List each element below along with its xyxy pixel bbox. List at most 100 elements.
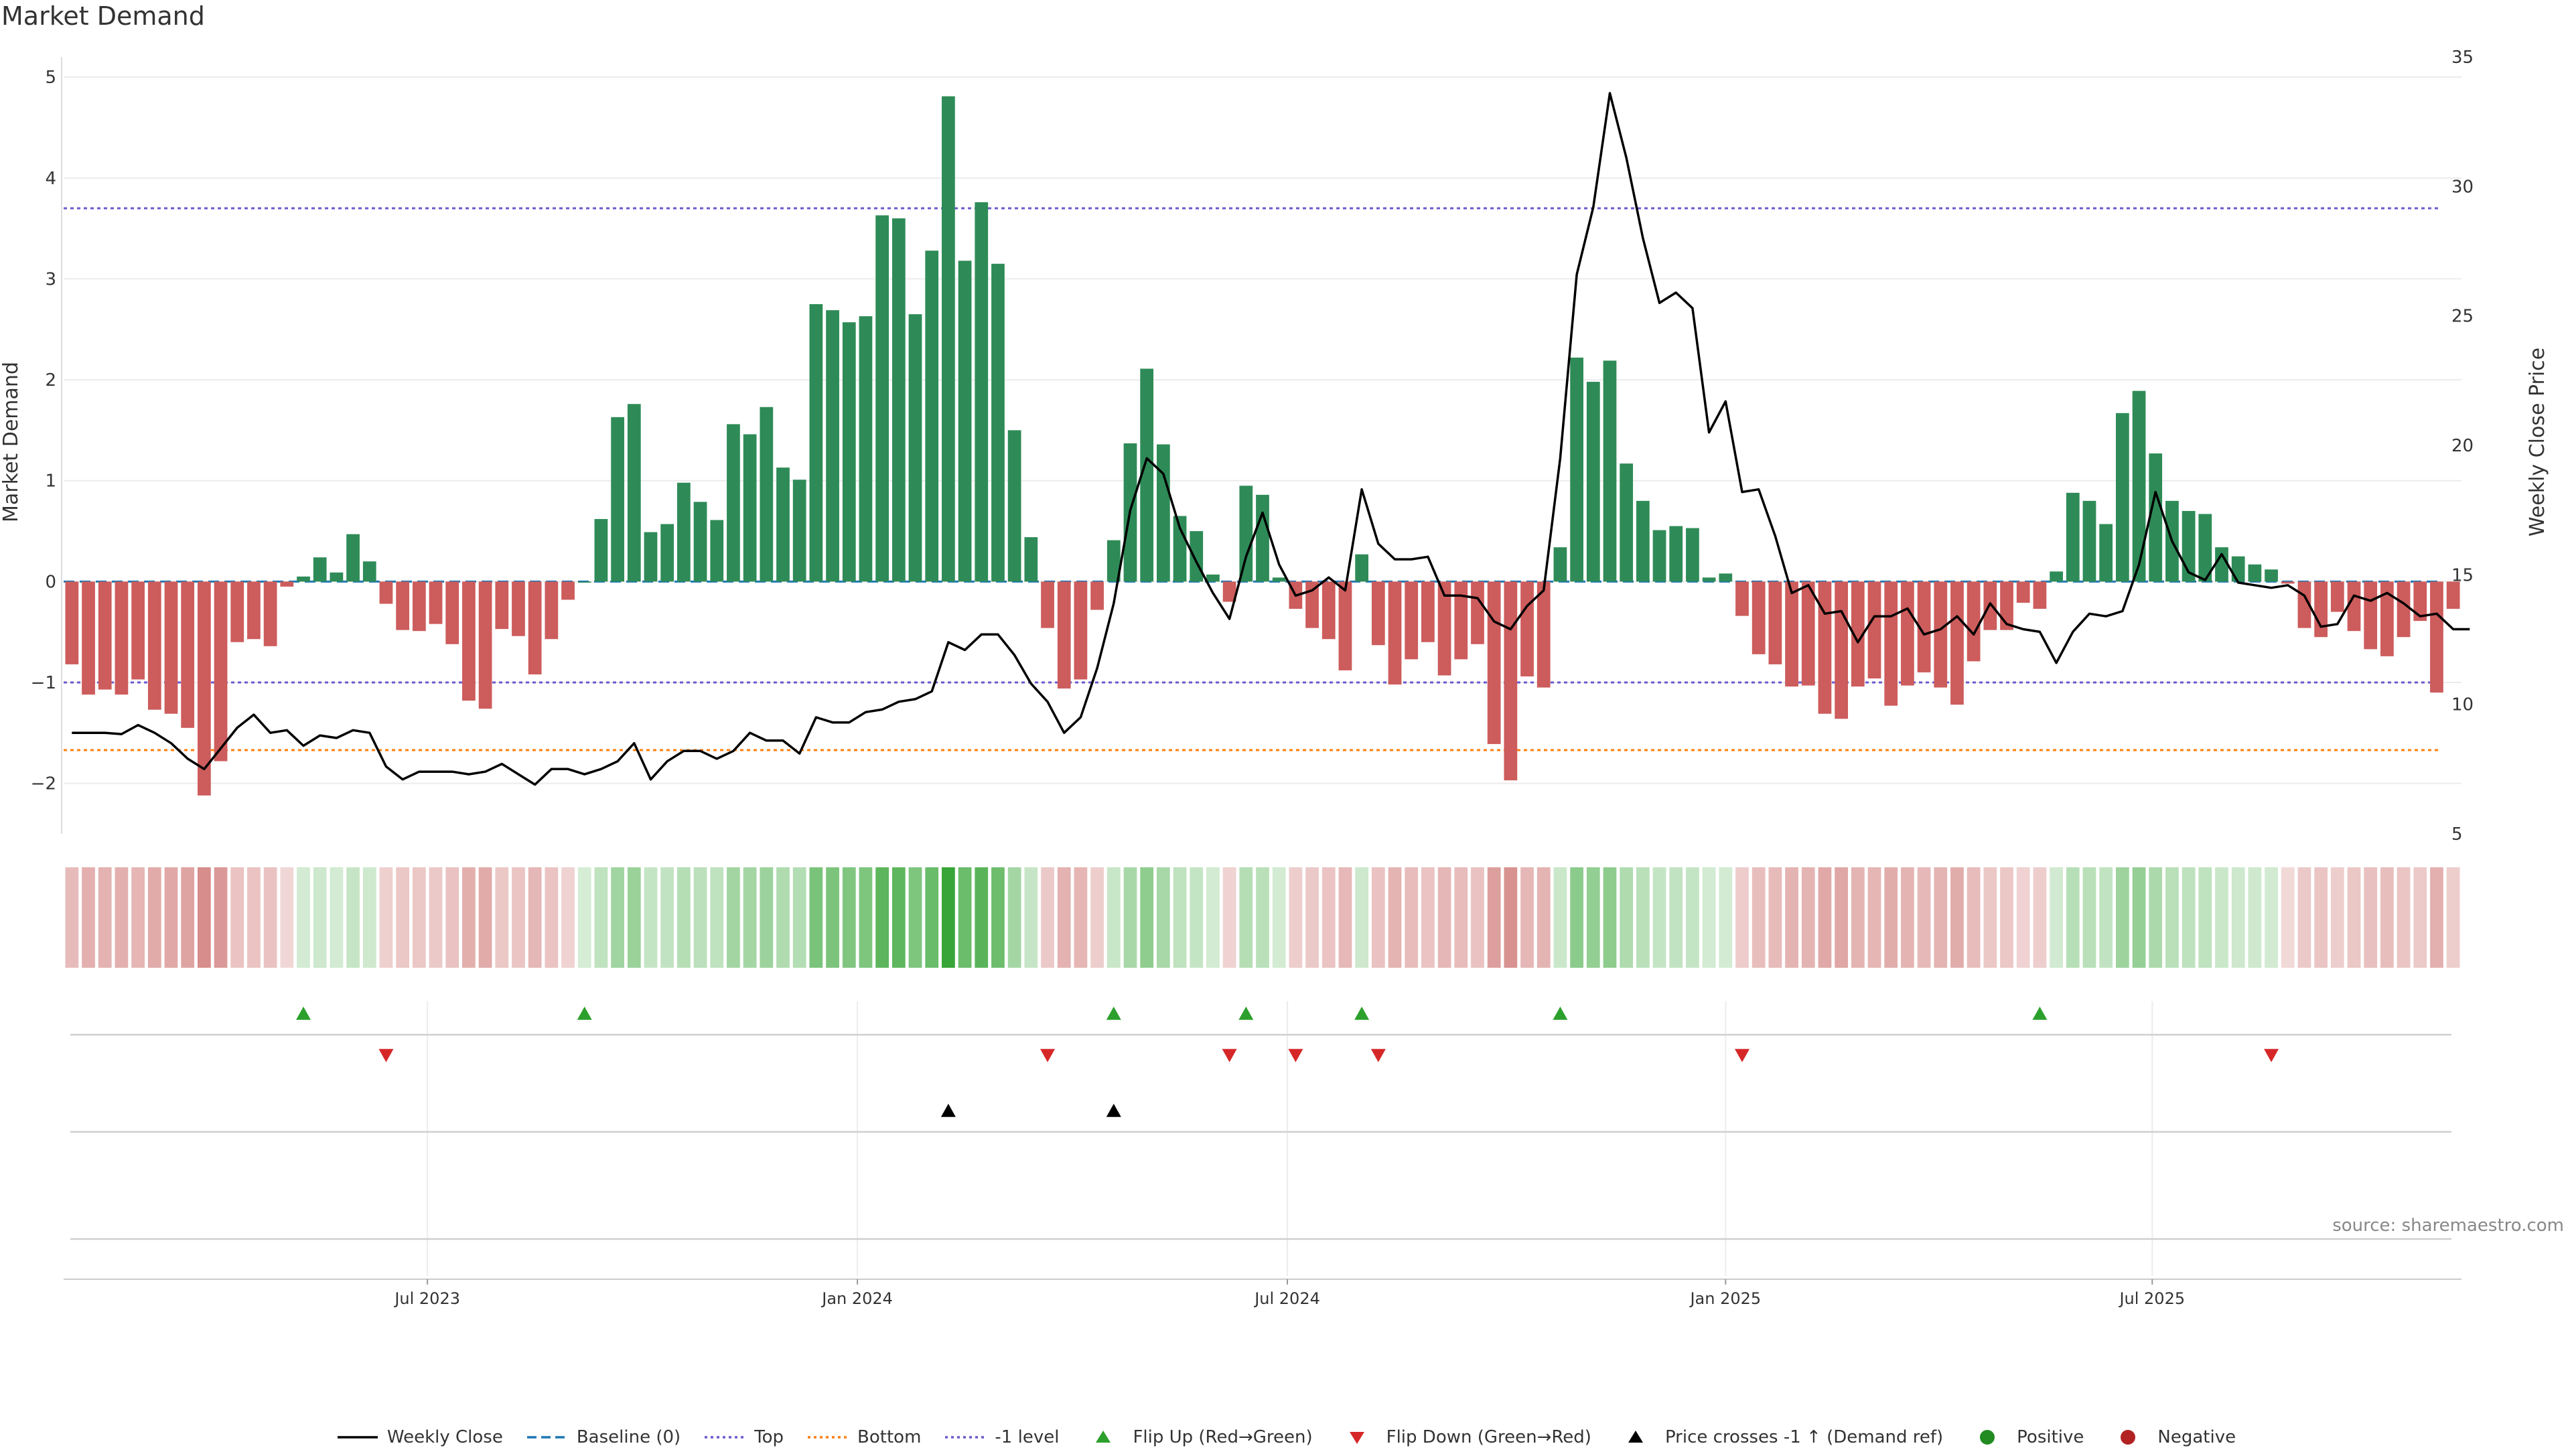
demand-bar: [1917, 581, 1931, 672]
demand-bar: [1934, 581, 1948, 688]
heat-strip-cell: [2082, 867, 2096, 968]
weekly-close-line: [72, 92, 2470, 786]
y-axis-label-left: Market Demand: [0, 362, 23, 522]
demand-bar: [164, 581, 178, 714]
flip-up-marker: [1238, 1007, 1254, 1020]
legend-label: Weekly Close: [386, 1427, 503, 1447]
demand-bar: [528, 581, 542, 674]
heat-strip-cell: [792, 867, 806, 968]
demand-bar: [2016, 581, 2030, 603]
heat-strip-cell: [1090, 867, 1104, 968]
demand-bar: [362, 561, 376, 582]
heat-strip-cell: [495, 867, 509, 968]
y-tick-label: 4: [45, 169, 56, 189]
demand-bar: [1190, 531, 1204, 582]
y-right-tick-label: 20: [2451, 436, 2474, 456]
heat-strip-cell: [859, 867, 873, 968]
demand-bar: [1818, 581, 1832, 714]
heat-strip-cell: [958, 867, 972, 968]
heat-strip-cell: [1305, 867, 1319, 968]
heat-strip-cell: [1652, 867, 1666, 968]
flip-down-marker: [2264, 1049, 2279, 1062]
demand-bar: [147, 581, 161, 710]
heat-strip-cell: [1454, 867, 1468, 968]
heat-strip-cell: [2165, 867, 2179, 968]
demand-bar: [676, 482, 691, 582]
heat-strip-cell: [2231, 867, 2245, 968]
heat-strip-cell: [1239, 867, 1253, 968]
demand-bar: [1620, 463, 1634, 582]
demand-bar: [462, 581, 476, 701]
legend-item: Top: [703, 1427, 784, 1447]
heat-strip-cell: [1024, 867, 1038, 968]
demand-bar: [1371, 581, 1385, 646]
flip-down-marker: [1370, 1049, 1386, 1062]
legend-item: Flip Down (Green→Red): [1336, 1427, 1591, 1447]
heat-strip-cell: [82, 867, 95, 968]
demand-bar: [131, 581, 145, 680]
heat-strip-cell: [1901, 867, 1914, 968]
x-tick-label: Jul 2024: [1253, 1289, 1320, 1308]
triangle-up-icon: [1096, 1431, 1111, 1443]
demand-bar: [908, 314, 922, 582]
heat-strip-cell: [346, 867, 360, 968]
demand-bar: [1057, 581, 1071, 689]
demand-bar: [975, 202, 989, 582]
demand-bar: [2099, 524, 2113, 582]
heat-strip-cell: [1768, 867, 1782, 968]
heat-strip-cell: [1537, 867, 1551, 968]
heat-strip-cell: [693, 867, 707, 968]
demand-bar: [710, 520, 724, 582]
panel-grid: [64, 76, 2461, 1276]
demand-bar: [1206, 574, 1220, 582]
demand-bars: [65, 96, 2460, 796]
demand-bar: [1967, 581, 1981, 662]
heat-strip-cell: [875, 867, 889, 968]
heat-strip-cell: [1967, 867, 1981, 968]
legend-label: Flip Up (Red→Green): [1133, 1427, 1313, 1447]
legend-label: Price crosses -1 ↑ (Demand ref): [1664, 1427, 1944, 1447]
demand-bar: [2215, 547, 2228, 582]
demand-bar: [412, 581, 426, 632]
y-tick-label: −1: [31, 673, 56, 693]
legend-label: Baseline (0): [576, 1427, 681, 1447]
demand-bar: [2033, 581, 2047, 609]
heat-strip-cell: [2115, 867, 2129, 968]
flip-down-marker: [1040, 1049, 1056, 1062]
heat-strip-cell: [577, 867, 591, 968]
heat-strip-cell: [2099, 867, 2113, 968]
heat-strip-cell: [991, 867, 1005, 968]
demand-bar: [826, 310, 839, 582]
demand-bar: [792, 480, 806, 582]
heat-strip-cell: [1190, 867, 1204, 968]
demand-bar: [1835, 581, 1849, 719]
heat-strip-cell: [181, 867, 195, 968]
demand-bar: [1321, 581, 1336, 640]
heat-strip-cell: [1884, 867, 1898, 968]
demand-bar: [809, 304, 823, 582]
demand-bar: [1570, 357, 1583, 582]
heat-strip-cell: [1222, 867, 1236, 968]
heat-strip-cell: [1603, 867, 1617, 968]
reference-lines: [64, 207, 2441, 751]
heat-strip-cell: [2182, 867, 2196, 968]
heat-strip-cell: [2364, 867, 2378, 968]
demand-bar: [2347, 581, 2361, 632]
heat-strip-cell: [1256, 867, 1269, 968]
demand-bar: [1024, 537, 1038, 582]
demand-bar: [727, 424, 740, 582]
demand-bar: [1735, 581, 1749, 616]
heat-strip-cell: [1405, 867, 1419, 968]
demand-bar: [2000, 581, 2013, 630]
demand-bar: [842, 322, 856, 582]
heat-strip-cell: [1173, 867, 1187, 968]
y-tick-label: −2: [31, 774, 56, 794]
heat-strip-cell: [627, 867, 641, 968]
heat-strip-cell: [1983, 867, 1997, 968]
demand-bar: [115, 581, 129, 695]
heat-strip-cell: [1057, 867, 1071, 968]
demand-bar: [875, 215, 889, 582]
heat-strip-cell: [1950, 867, 1964, 968]
legend-label: Bottom: [857, 1427, 922, 1447]
